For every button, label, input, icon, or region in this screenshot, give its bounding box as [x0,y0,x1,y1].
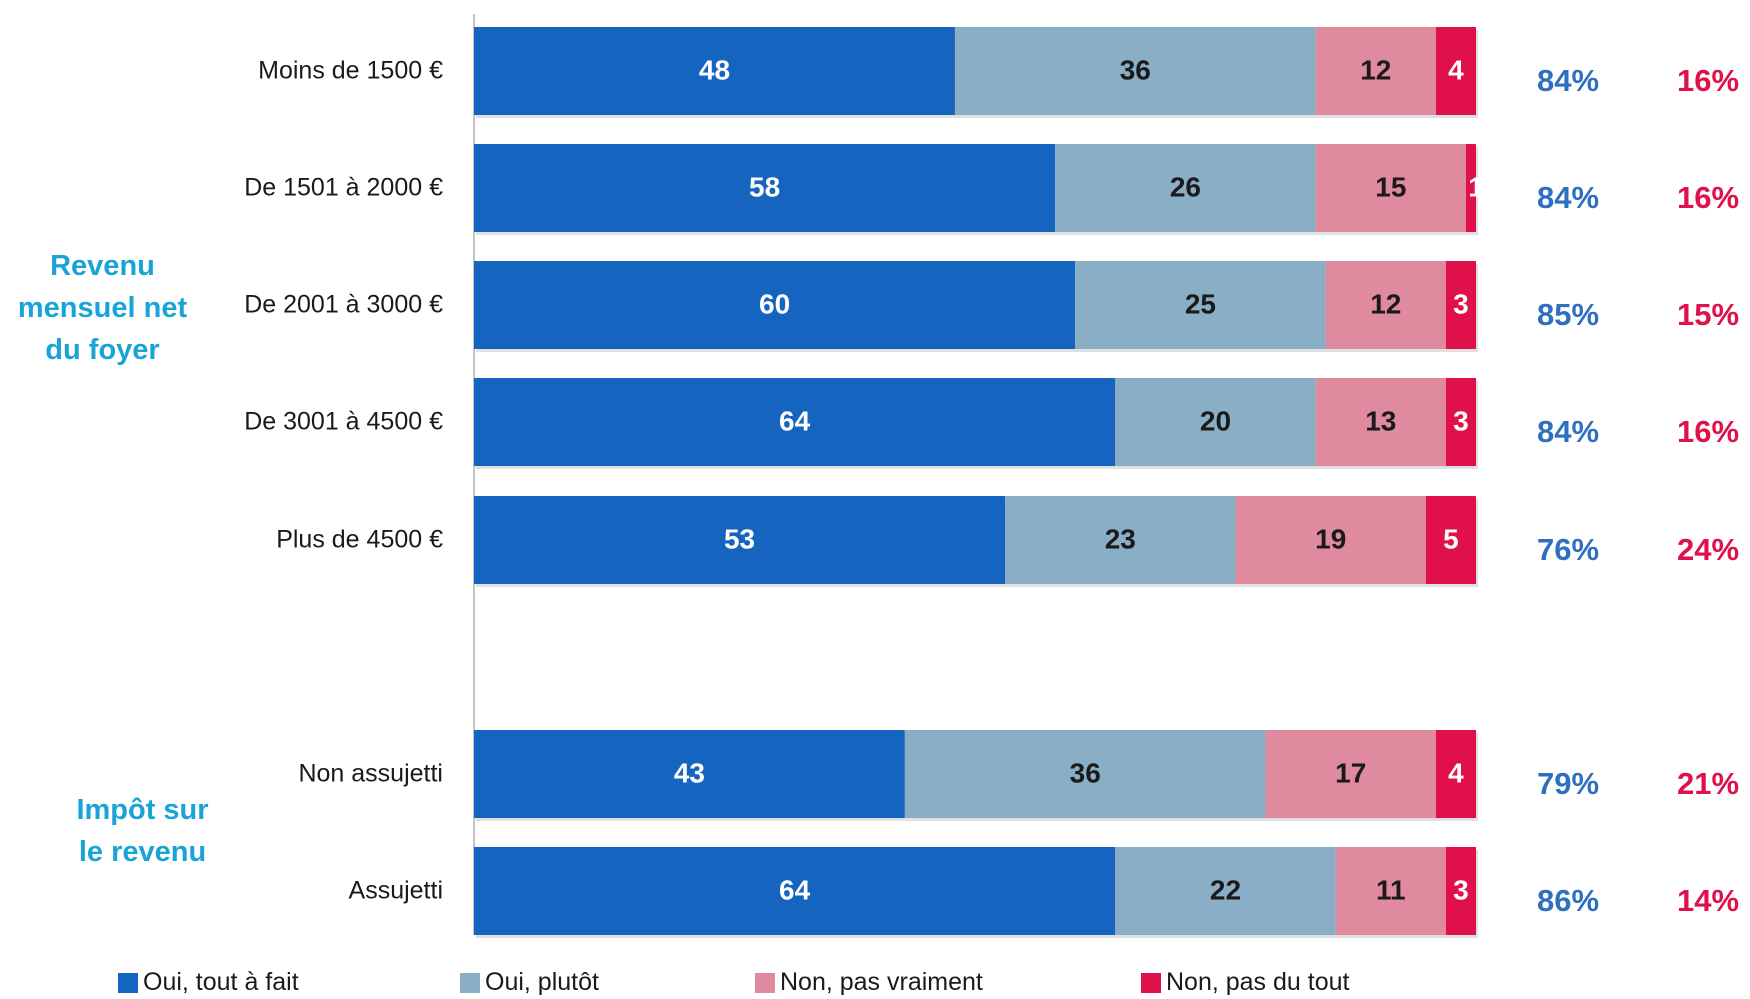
legend-label: Non, pas vraiment [780,968,983,996]
category-label: Assujetti [349,877,443,905]
legend-item-oui-plutot: Oui, plutôt [460,968,599,997]
bar-segment [1425,496,1476,584]
group-label-revenu: Revenu mensuel net du foyer [0,245,205,371]
category-label: Plus de 4500 € [276,526,443,554]
total-non-label: 14% [1677,883,1739,918]
data-label: 5 [1443,523,1459,554]
data-label: 22 [1210,874,1241,905]
data-label: 25 [1185,288,1216,319]
legend: Oui, tout à fait Oui, plutôt Non, pas vr… [118,968,1518,998]
data-label: 48 [699,54,730,85]
bar-segment [1315,144,1466,232]
data-label: 58 [749,171,780,202]
data-label: 4 [1448,54,1464,85]
data-label: 11 [1376,874,1406,905]
bar-segment [1315,378,1446,466]
legend-swatch [1141,972,1161,993]
bar-segment [474,847,1116,935]
legend-swatch [755,972,775,993]
data-label: 19 [1315,523,1346,554]
total-non-label: 16% [1677,63,1739,98]
bar-segment [1445,847,1476,935]
bar-segment [1435,27,1476,115]
data-label: 36 [1120,54,1151,85]
category-label: De 3001 à 4500 € [244,408,443,436]
total-oui-label: 76% [1537,532,1599,567]
total-non-label: 21% [1677,766,1739,801]
data-label: 15 [1375,171,1406,202]
bar-segment [474,27,955,115]
bar-segment [1445,261,1476,349]
group-label-line: du foyer [45,334,160,366]
data-label: 20 [1200,405,1231,436]
bar-segment [1465,144,1476,232]
data-label: 23 [1105,523,1136,554]
legend-label: Oui, plutôt [485,968,599,996]
total-oui-label: 79% [1537,766,1599,801]
data-label: 53 [724,523,755,554]
legend-item-oui-tout-a-fait: Oui, tout à fait [118,968,299,997]
data-label: 64 [779,874,811,905]
legend-label: Oui, tout à fait [143,968,299,996]
bar-segment [1115,847,1336,935]
bar-segment [474,378,1116,466]
category-label: De 1501 à 2000 € [244,174,443,202]
legend-item-non-pas-vraiment: Non, pas vraiment [755,968,983,997]
bar-segment [1005,496,1236,584]
bar-segment [1235,496,1426,584]
group-label-line: le revenu [78,836,207,868]
total-oui-label: 86% [1537,883,1599,918]
total-oui-label: 85% [1537,297,1599,332]
data-label: 60 [759,288,790,319]
legend-item-non-pas-du-tout: Non, pas du tout [1141,968,1349,997]
bar-segment [1055,144,1316,232]
legend-swatch [460,972,480,993]
data-label: 1 [1468,171,1484,202]
category-label: De 2001 à 3000 € [244,291,443,319]
total-oui-label: 84% [1537,414,1599,449]
data-label: 43 [674,757,705,788]
bar-segment [474,144,1056,232]
data-label: 12 [1370,288,1401,319]
bar-segment [474,496,1006,584]
category-label: Moins de 1500 € [258,57,443,85]
group-label-impot: Impôt sur le revenu [40,789,245,873]
total-non-label: 15% [1677,297,1739,332]
group-label-line: Impôt sur [76,794,209,826]
data-label: 3 [1453,288,1469,319]
data-label: 12 [1360,54,1391,85]
bar-segment [474,261,1076,349]
bar-segment [474,730,905,818]
total-oui-label: 84% [1537,180,1599,215]
total-non-label: 16% [1677,180,1739,215]
bar-segment [1435,730,1476,818]
stacked-bar-chart: Moins de 1500 € 48 36 12 4 84% 16% De 1501 à 20… [244,14,1739,938]
data-label: 17 [1335,757,1366,788]
data-label: 13 [1365,405,1396,436]
data-label: 4 [1448,757,1464,788]
data-label: 26 [1170,171,1201,202]
bar-segment [1315,27,1436,115]
category-label: Non assujetti [298,760,443,788]
bar-segment [1335,847,1446,935]
legend-swatch [118,972,138,993]
bar-segment [904,730,1266,818]
data-label: 64 [779,405,811,436]
bar-segment [954,27,1316,115]
data-label: 3 [1453,405,1469,436]
data-label: 36 [1070,757,1101,788]
bar-segment [1265,730,1436,818]
total-non-label: 24% [1677,532,1739,567]
bar-segment [1115,378,1316,466]
bar-segment [1325,261,1446,349]
group-label-line: Revenu [50,250,155,282]
total-non-label: 16% [1677,414,1739,449]
data-label: 3 [1453,874,1469,905]
group-label-line: mensuel net [17,292,188,324]
bar-segment [1445,378,1476,466]
total-oui-label: 84% [1537,63,1599,98]
bar-segment [1075,261,1326,349]
legend-label: Non, pas du tout [1166,968,1350,996]
